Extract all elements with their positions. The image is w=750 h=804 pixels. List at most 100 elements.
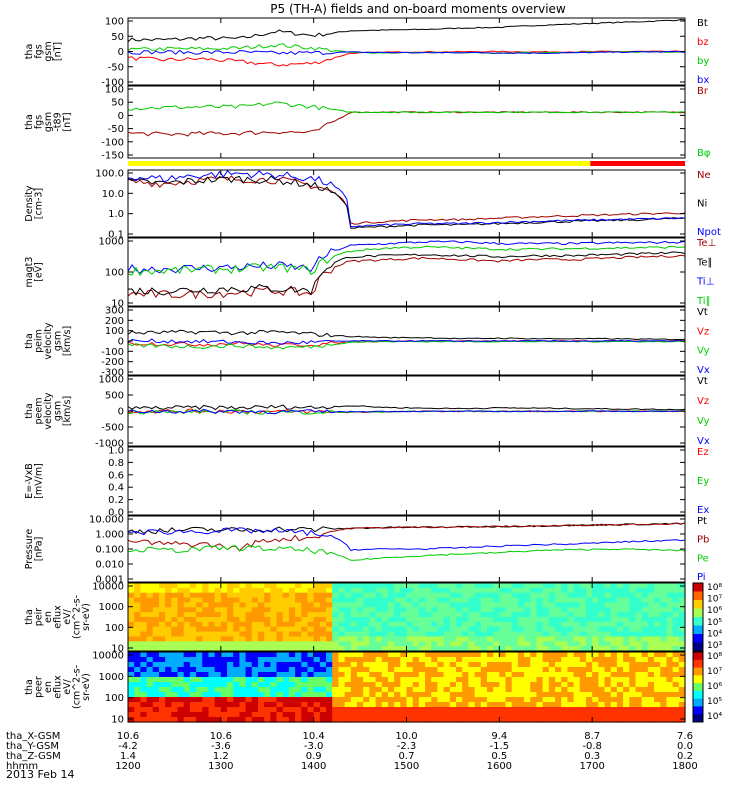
spectrogram-cell [567, 641, 575, 647]
spectrogram-cell [641, 592, 649, 599]
colorbar-segment [693, 675, 703, 684]
spectrogram-cell [171, 662, 179, 668]
spectrogram-cell [418, 697, 426, 703]
spectrogram-cell [152, 607, 160, 613]
spectrogram-cell [220, 612, 228, 618]
spectrogram-cell [208, 712, 216, 718]
spectrogram-cell [295, 631, 302, 638]
spectrogram-cell [542, 587, 550, 594]
spectrogram-cell [555, 621, 562, 628]
spectrogram-cell [431, 597, 439, 604]
spectrogram-cell [493, 662, 500, 668]
spectrogram-cell [375, 592, 383, 599]
spectrogram-cell [635, 607, 643, 613]
spectrogram-cell [171, 592, 179, 599]
spectrogram-cell [146, 682, 154, 688]
spectrogram-cell [524, 646, 531, 652]
series-line-Vt [127, 404, 686, 411]
spectrogram-cell [152, 702, 160, 708]
spectrogram-cell [282, 636, 290, 642]
spectrogram-cell [183, 672, 191, 678]
spectrogram-cell [548, 652, 556, 658]
y-axis-label: Density [24, 185, 35, 221]
spectrogram-cell [239, 697, 247, 703]
spectrogram-cell [474, 621, 482, 628]
spectrogram-cell [394, 646, 401, 652]
spectrogram-cell [387, 652, 395, 658]
spectrogram-cell [678, 602, 686, 608]
spectrogram-cell [412, 592, 420, 599]
spectrogram-cell [573, 697, 581, 703]
spectrogram-cell [480, 707, 488, 713]
spectrogram-cell [202, 672, 210, 678]
chart-title: P5 (TH-A) fields and on-board moments ov… [270, 2, 566, 16]
spectrogram-cell [146, 712, 154, 718]
spectrogram-cell [152, 636, 160, 642]
spectrogram-cell [375, 697, 383, 703]
spectrogram-cell [344, 612, 352, 618]
spectrogram-cell [363, 612, 370, 618]
spectrogram-cell [536, 617, 544, 623]
spectrogram-cell [387, 607, 395, 613]
spectrogram-cell [295, 636, 302, 642]
spectrogram-cell [610, 677, 618, 683]
spectrogram-cell [616, 667, 624, 673]
spectrogram-cell [524, 702, 531, 708]
spectrogram-cell [592, 652, 599, 658]
spectrogram-cell [412, 712, 420, 718]
spectrogram-cell [356, 672, 364, 678]
spectrogram-cell [301, 583, 309, 589]
spectrogram-cell [288, 717, 296, 723]
spectrogram-cell [666, 692, 674, 698]
spectrogram-cell [437, 672, 445, 678]
spectrogram-cell [499, 712, 507, 718]
spectrogram-cell [425, 662, 432, 668]
spectrogram-cell [623, 597, 630, 604]
spectrogram-cell [363, 697, 370, 703]
spectrogram-cell [616, 646, 624, 652]
spectrogram-cell [214, 636, 222, 642]
spectrogram-cell [647, 592, 655, 599]
spectrogram-cell [257, 626, 265, 633]
spectrogram-cell [394, 657, 401, 663]
spectrogram-cell [678, 687, 686, 693]
spectrogram-cell [561, 697, 569, 703]
spectrogram-cell [579, 717, 587, 723]
spectrogram-cell [338, 687, 346, 693]
spectrogram-cell [276, 677, 284, 683]
spectrogram-cell [462, 697, 469, 703]
legend-label: Bt [697, 18, 708, 29]
spectrogram-cell [542, 687, 550, 693]
spectrogram-cell [406, 626, 414, 633]
spectrogram-cell [629, 583, 637, 589]
y-tick-label: 0 [118, 407, 124, 418]
spectrogram-cell [592, 621, 599, 628]
spectrogram-cell [245, 667, 253, 673]
y-tick-label: 50 [111, 98, 124, 109]
spectrogram-cell [282, 617, 290, 623]
spectrogram-cell [524, 652, 531, 658]
spectrogram-cell [338, 597, 346, 604]
spectrogram-cell [678, 692, 686, 698]
spectrogram-cell [585, 702, 593, 708]
spectrogram-cell [208, 583, 216, 589]
spectrogram-cell [276, 592, 284, 599]
spectrogram-cell [214, 692, 222, 698]
colorbar-tick-label: 10⁸ [707, 652, 722, 662]
y-tick-label: 1000 [99, 672, 124, 683]
spectrogram-cell [641, 667, 649, 673]
spectrogram-cell [616, 621, 624, 628]
spectrogram-cell [189, 662, 197, 668]
spectrogram-cell [666, 662, 674, 668]
spectrogram-cell [449, 597, 457, 604]
spectrogram-cell [332, 607, 340, 613]
spectrogram-cell [647, 692, 655, 698]
spectrogram-cell [641, 677, 649, 683]
spectrogram-cell [332, 667, 340, 673]
spectrogram-cell [524, 657, 531, 663]
spectrogram-cell [214, 621, 222, 628]
spectrogram-cell [264, 612, 271, 618]
spectrogram-cell [592, 602, 599, 608]
spectrogram-cell [158, 672, 166, 678]
spectrogram-cell [505, 662, 513, 668]
